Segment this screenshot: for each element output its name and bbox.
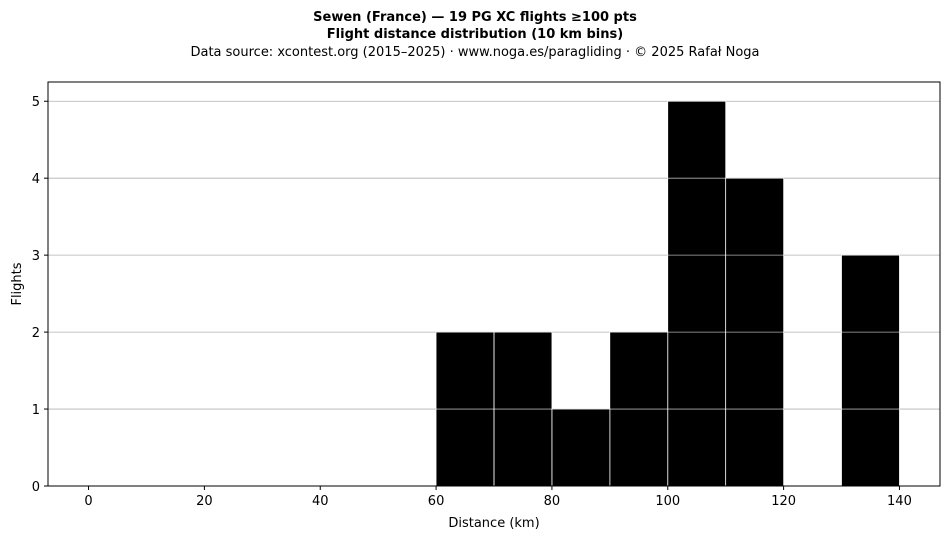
- y-tick-label: 3: [32, 249, 40, 264]
- x-tick-label: 60: [428, 494, 445, 509]
- x-tick-label: 140: [887, 494, 912, 509]
- axes-layer: 0 20 40 60 80 100 120 140 0 1 2 3 4 5: [32, 81, 941, 509]
- x-tick-label: 100: [655, 494, 680, 509]
- bars-layer: [435, 100, 900, 487]
- chart-subtitle: Flight distance distribution (10 km bins…: [327, 27, 623, 42]
- y-tick-label: 0: [32, 480, 40, 495]
- y-tick-label: 1: [32, 403, 40, 418]
- grid-layer: [48, 100, 940, 410]
- y-tick-label: 4: [32, 172, 40, 187]
- x-tick-label: 80: [544, 494, 561, 509]
- x-tick-label: 20: [196, 494, 213, 509]
- chart-source-note: Data source: xcontest.org (2015–2025) · …: [190, 45, 759, 60]
- plot-frame: [47, 81, 941, 487]
- histogram-bar: [667, 101, 726, 486]
- x-tick-label: 40: [312, 494, 329, 509]
- y-axis-label: Flights: [10, 262, 25, 305]
- chart-title: Sewen (France) — 19 PG XC flights ≥100 p…: [313, 10, 637, 25]
- y-tick-label: 2: [32, 326, 40, 341]
- histogram-bar: [551, 409, 610, 486]
- y-tick-label: 5: [32, 95, 40, 110]
- x-axis-label: Distance (km): [448, 516, 539, 531]
- x-tick-label: 120: [771, 494, 796, 509]
- histogram-bar: [841, 255, 900, 486]
- x-tick-label: 0: [84, 494, 92, 509]
